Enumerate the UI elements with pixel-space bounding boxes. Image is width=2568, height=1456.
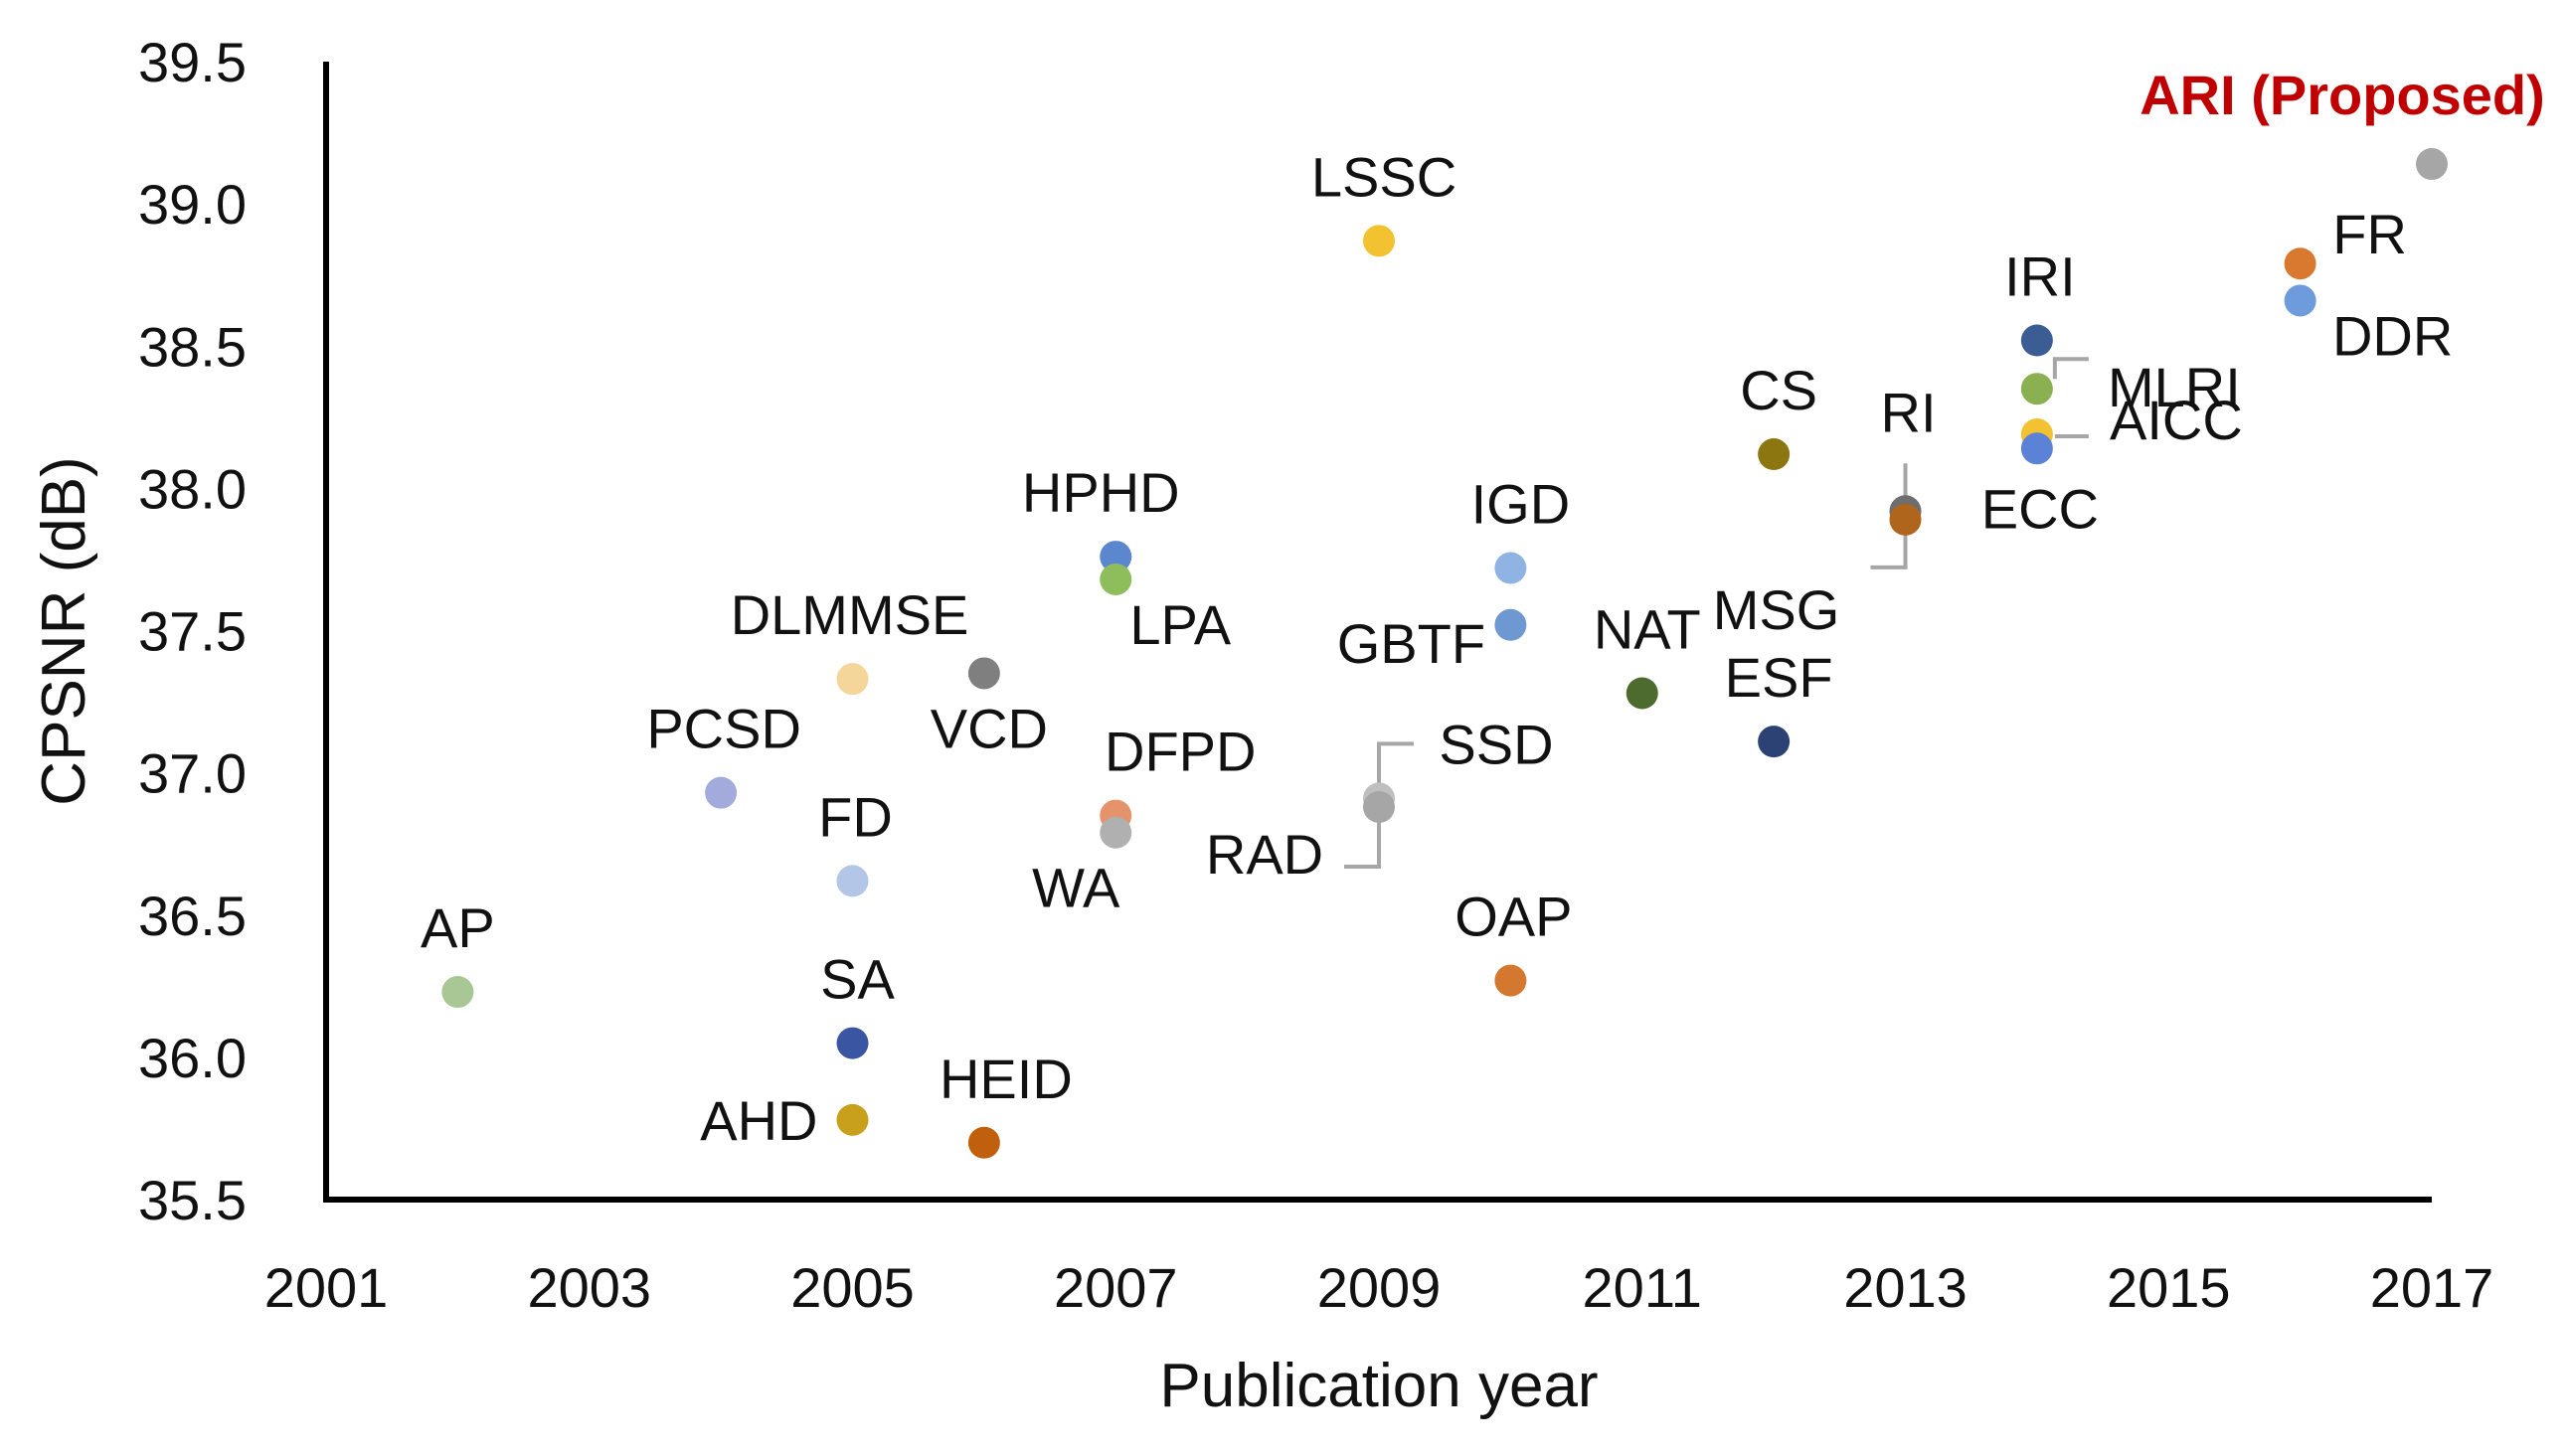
point-label: MSG [1713, 578, 1840, 641]
point-labels: AP PCSD DLMMSE FD SA AHD VCD HEID HPHD LPA DFPD WA L… [421, 64, 2545, 1152]
point-label: OAP [1455, 886, 1572, 948]
y-tick-label: 38.0 [138, 457, 247, 520]
point-label: ESF [1725, 646, 1833, 709]
point-label: HPHD [1022, 461, 1180, 524]
leader-line [1870, 533, 1908, 569]
data-point [836, 1027, 869, 1059]
point-label: IGD [1471, 473, 1571, 536]
data-point [1100, 541, 1132, 573]
point-label: AP [421, 896, 495, 959]
point-label: FR [2332, 203, 2407, 265]
x-tick-label: 2017 [2370, 1256, 2494, 1319]
point-label: DDR [2332, 304, 2453, 367]
x-tick-labels: 2001 2003 2005 2007 2009 2011 2013 2015 2017 [264, 1256, 2494, 1319]
point-label: RAD [1206, 823, 1323, 886]
data-point [1363, 790, 1395, 823]
x-tick-label: 2009 [1317, 1256, 1442, 1319]
y-tick-label: 39.5 [138, 31, 247, 93]
x-axis-title: Publication year [1159, 1352, 1598, 1420]
point-label: MLRI [2108, 356, 2241, 418]
data-point [705, 776, 738, 809]
data-point [967, 1126, 1000, 1159]
x-tick-label: 2007 [1054, 1256, 1178, 1319]
point-label: LPA [1129, 593, 1231, 656]
data-point [1889, 503, 1922, 536]
data-point [2020, 324, 2053, 357]
point-label: CS [1740, 359, 1817, 421]
point-label: IRI [2004, 245, 2076, 308]
data-point [2416, 148, 2448, 181]
y-tick-label: 35.5 [138, 1169, 247, 1231]
y-tick-labels: 35.5 36.0 36.5 37.0 37.5 38.0 38.5 39.0 39.5 [138, 31, 247, 1231]
point-label: ARI (Proposed) [2140, 64, 2545, 126]
point-label: RI [1881, 381, 1937, 443]
data-point [1100, 816, 1132, 849]
leader-line [2052, 357, 2089, 380]
data-point [836, 865, 869, 897]
data-point [2020, 432, 2053, 465]
data-point [2020, 373, 2053, 405]
data-point [1494, 608, 1527, 641]
leader-line [1377, 741, 1414, 785]
data-point [2284, 247, 2316, 280]
point-label: SA [820, 948, 895, 1011]
point-label: AHD [700, 1089, 817, 1152]
data-point [836, 1103, 869, 1136]
point-label: SSD [1439, 713, 1553, 775]
y-axis-title: CPSNR (dB) [30, 456, 98, 805]
data-point [1758, 726, 1791, 758]
data-point [836, 663, 869, 696]
x-tick-label: 2011 [1583, 1256, 1702, 1319]
data-point [1758, 438, 1791, 471]
y-tick-label: 36.5 [138, 885, 247, 947]
x-tick-label: 2005 [790, 1256, 915, 1319]
x-tick-label: 2015 [2107, 1256, 2231, 1319]
x-tick-label: 2003 [527, 1256, 651, 1319]
point-label: GBTF [1337, 612, 1485, 675]
data-point [441, 976, 474, 1009]
data-point [1100, 563, 1132, 595]
point-label: DFPD [1105, 721, 1256, 783]
point-label: ECC [1981, 477, 2099, 540]
y-tick-label: 39.0 [138, 173, 247, 236]
point-label: HEID [940, 1048, 1073, 1110]
point-label: NAT [1594, 597, 1701, 660]
data-points [441, 148, 2448, 1159]
leader-line [1344, 820, 1381, 869]
point-label: AICC [2110, 389, 2243, 451]
point-label: WA [1032, 857, 1120, 919]
y-tick-label: 37.0 [138, 742, 247, 805]
data-point [1626, 677, 1658, 710]
point-label: FD [818, 785, 893, 848]
point-label: LSSC [1311, 145, 1456, 208]
data-point [967, 657, 1000, 690]
leader-lines [1344, 357, 2089, 869]
y-tick-label: 36.0 [138, 1027, 247, 1089]
axes [323, 62, 2432, 1203]
point-label: DLMMSE [731, 583, 969, 646]
data-point [1363, 225, 1395, 257]
y-tick-label: 37.5 [138, 600, 247, 663]
point-label: PCSD [646, 698, 801, 760]
y-tick-label: 38.5 [138, 315, 247, 378]
x-tick-label: 2013 [1843, 1256, 1968, 1319]
point-label: VCD [931, 697, 1048, 759]
data-point [1494, 964, 1527, 997]
x-tick-label: 2001 [264, 1256, 389, 1319]
data-point [2284, 284, 2316, 317]
data-point [1494, 552, 1527, 584]
